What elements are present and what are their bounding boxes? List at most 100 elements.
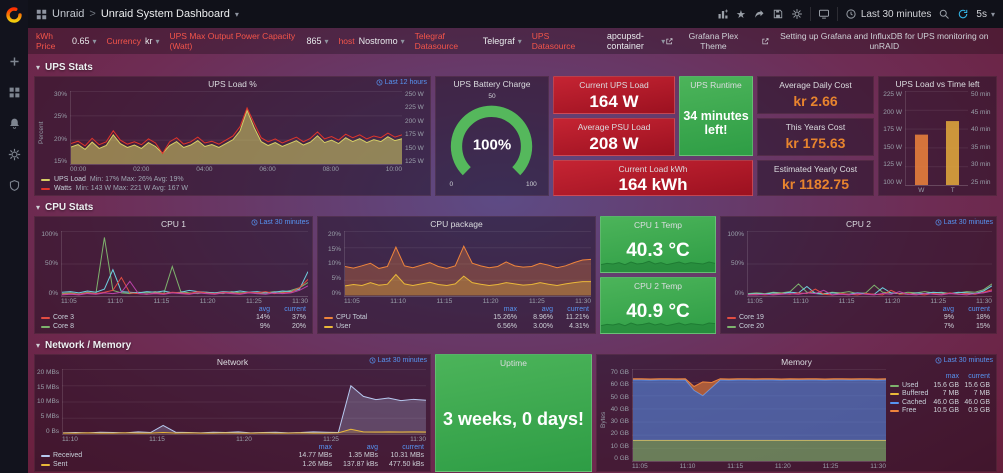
save-dashboard-button[interactable] [772, 8, 784, 20]
help-shield-icon[interactable] [3, 174, 25, 196]
panel-current-ups-load[interactable]: Current UPS Load 164 W [553, 76, 675, 114]
panel-title[interactable]: CPU 1 Temp [633, 219, 683, 230]
panel-title[interactable]: Memory [781, 356, 812, 367]
panel-cpu1-temp[interactable]: CPU 1 Temp 40.3 °C [600, 216, 716, 273]
clock-icon [251, 219, 258, 226]
plot-area[interactable] [344, 231, 591, 297]
alerting-bell-icon[interactable] [3, 112, 25, 134]
panel-title[interactable]: UPS Battery Charge [453, 78, 531, 89]
gauge-tick: 100 [525, 180, 537, 188]
sidebar-nav [0, 0, 28, 473]
series-swatch [324, 317, 333, 320]
legend-item[interactable]: Free 10.5 GB 0.9 GB [890, 407, 990, 416]
panel-title[interactable]: Average PSU Load [577, 121, 651, 132]
panel-title[interactable]: CPU 2 [845, 218, 872, 229]
legend-item[interactable]: Watts Min: 143 W Max: 221 W Avg: 167 W [41, 184, 424, 193]
panel-title[interactable]: CPU 2 Temp [633, 280, 683, 291]
chevron-down-icon[interactable]: ▾ [234, 9, 239, 19]
tick-label: 11:25 [822, 463, 839, 470]
tv-mode-button[interactable] [818, 8, 830, 20]
tick-label: 11:30 [976, 297, 992, 305]
external-link-icon [666, 37, 673, 44]
panel-title[interactable]: This Years Cost [785, 121, 846, 132]
variable-label: kWh Price [36, 31, 56, 51]
add-panel-button[interactable] [717, 8, 729, 20]
panel-title[interactable]: CPU 1 [160, 218, 187, 229]
star-button[interactable]: ★ [736, 8, 746, 21]
panel-title[interactable]: Current Load kWh [618, 163, 688, 174]
panel-cpu2-temp[interactable]: CPU 2 Temp 40.9 °C [600, 277, 716, 334]
legend-item[interactable]: Core 3 14% 37% [41, 314, 306, 323]
variable-dropdown[interactable]: Telegraf ▾ [482, 36, 522, 46]
create-plus-icon[interactable] [3, 50, 25, 72]
panel-title[interactable]: UPS Load % [208, 78, 257, 89]
panel-average-daily-cost[interactable]: Average Daily Cost kr 2.66 [757, 76, 874, 114]
legend-item[interactable]: Buffered 7 MB 7 MB [890, 390, 990, 399]
legend-item[interactable]: Core 8 9% 20% [41, 323, 306, 332]
variable-dropdown[interactable]: apcupsd-container ▾ [593, 31, 665, 51]
legend-item[interactable]: CPU Total 15.26% 8.96% 11.21% [324, 314, 589, 323]
legend-item[interactable]: Cached 46.0 GB 46.0 GB [890, 399, 990, 408]
link-grafana-plex-theme[interactable]: Grafana Plex Theme [665, 31, 749, 51]
plot-area[interactable] [632, 369, 886, 462]
variable-label: Currency [106, 36, 141, 46]
series-swatch [41, 187, 50, 190]
tick-label: 11:25 [323, 435, 339, 443]
panel-average-psu-load[interactable]: Average PSU Load 208 W [553, 118, 675, 156]
configuration-gear-icon[interactable] [3, 143, 25, 165]
legend-item[interactable]: Received 14.77 MBs 1.35 MBs 10.31 MBs [41, 452, 424, 461]
panel-ups-runtime[interactable]: UPS Runtime 34 minutes left! [679, 76, 753, 156]
time-range-button[interactable]: Last 30 minutes [845, 8, 931, 20]
panel-title[interactable]: UPS Load vs Time left [895, 78, 980, 89]
plot-area[interactable] [905, 91, 968, 186]
variable-dropdown[interactable]: 865 ▾ [306, 36, 329, 46]
legend-item[interactable]: Used 15.6 GB 15.6 GB [890, 382, 990, 391]
cpu2-chart [748, 231, 992, 296]
panel-title[interactable]: Uptime [500, 357, 527, 368]
dashboard-title[interactable]: Unraid System Dashboard [100, 8, 230, 20]
row-header-cpu-stats[interactable]: ▾ CPU Stats [36, 201, 94, 213]
row-header-ups-stats[interactable]: ▾ UPS Stats [36, 61, 93, 73]
dashboards-icon[interactable] [3, 81, 25, 103]
tick-label: 11:25 [245, 297, 262, 305]
variable-dropdown[interactable]: Nostromo ▾ [358, 36, 405, 46]
panel-this-years-cost[interactable]: This Years Cost kr 175.63 [757, 118, 874, 156]
panel-uptime[interactable]: Uptime 3 weeks, 0 days! [435, 354, 592, 472]
stat-value: 164 W [589, 91, 639, 111]
tick-label: 40 min [971, 126, 991, 134]
ups-vs-time-chart [914, 121, 960, 185]
plot-area[interactable] [70, 91, 402, 165]
variable-dropdown[interactable]: 0.65 ▾ [71, 36, 97, 46]
panel-title[interactable]: Network [216, 356, 249, 367]
plot-area[interactable] [747, 231, 992, 297]
panel-estimated-yearly-cost[interactable]: Estimated Yearly Cost kr 1182.75 [757, 160, 874, 196]
clock-icon [846, 9, 856, 19]
cpu-package-chart [345, 231, 591, 296]
breadcrumb-folder[interactable]: Unraid [52, 8, 85, 20]
link-ups-monitoring-guide[interactable]: Setting up Grafana and InfluxDB for UPS … [761, 31, 995, 51]
refresh-button[interactable] [957, 8, 969, 20]
legend-item[interactable]: Core 20 7% 15% [727, 323, 990, 332]
row-header-network-memory[interactable]: ▾ Network / Memory [36, 339, 132, 351]
refresh-interval-select[interactable]: 5s ▾ [976, 8, 995, 20]
share-button[interactable] [753, 8, 765, 20]
panel-title[interactable]: CPU package [430, 218, 483, 229]
zoom-out-button[interactable] [938, 8, 950, 20]
grafana-logo-icon[interactable] [4, 5, 24, 25]
x-axis: 11:05 11:10 11:15 11:20 11:25 11:30 [747, 297, 992, 306]
panel-current-load-kwh[interactable]: Current Load kWh 164 kWh [553, 160, 753, 196]
plot-area[interactable] [61, 231, 308, 297]
dashboard-settings-button[interactable] [791, 8, 803, 20]
variable-dropdown[interactable]: kr ▾ [144, 36, 160, 46]
plot-area[interactable] [62, 369, 426, 435]
x-axis: 00:00 02:00 04:00 06:00 08:00 10:00 [70, 165, 402, 174]
legend-item[interactable]: UPS Load Min: 17% Max: 26% Avg: 19% [41, 175, 424, 184]
legend-item[interactable]: Sent 1.26 MBs 137.87 kBs 477.50 kBs [41, 461, 424, 470]
panel-title[interactable]: UPS Runtime [690, 79, 742, 90]
legend-item[interactable]: Core 19 9% 18% [727, 314, 990, 323]
panel-title[interactable]: Current UPS Load [579, 79, 649, 90]
panel-title[interactable]: Average Daily Cost [779, 79, 852, 90]
panel-title[interactable]: Estimated Yearly Cost [773, 163, 858, 174]
legend-item[interactable]: User 6.56% 3.00% 4.31% [324, 323, 589, 332]
tick-label: 11:10 [107, 297, 124, 305]
